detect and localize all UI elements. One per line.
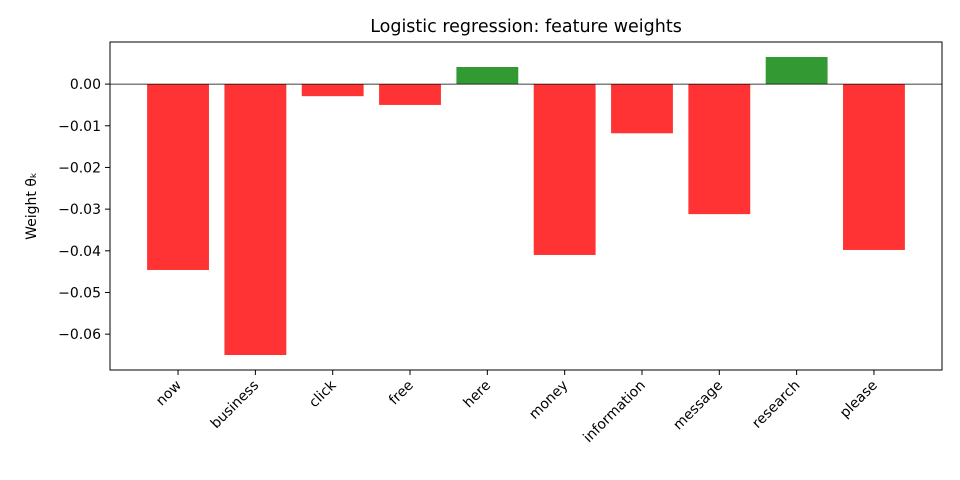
bar <box>301 84 364 97</box>
x-tick-label: now <box>153 378 185 410</box>
y-tick-label: −0.05 <box>58 285 101 301</box>
x-tick-label: information <box>580 378 648 446</box>
x-tick-label: click <box>306 377 340 411</box>
bar <box>456 67 519 85</box>
bar <box>379 84 441 105</box>
bar <box>147 84 209 270</box>
y-tick-label: −0.06 <box>58 327 101 343</box>
bar <box>843 84 905 250</box>
y-axis-label: Weight θₖ <box>24 172 40 240</box>
x-tick-label: message <box>670 378 726 434</box>
x-tick-label: here <box>461 378 495 412</box>
bar <box>224 84 287 355</box>
y-tick-label: −0.04 <box>58 244 101 260</box>
y-tick-label: −0.01 <box>58 119 101 135</box>
chart-title: Logistic regression: feature weights <box>370 17 682 37</box>
bar <box>765 57 828 85</box>
x-tick-label: research <box>749 378 803 432</box>
x-tick-label: money <box>526 378 571 423</box>
x-tick-label: business <box>208 378 262 432</box>
x-tick-label: free <box>386 378 417 409</box>
bar <box>688 84 751 215</box>
y-tick-label: −0.02 <box>58 160 101 176</box>
x-tick-label: please <box>837 378 881 422</box>
y-tick-label: 0.00 <box>70 77 101 93</box>
plot-frame <box>109 41 943 371</box>
bar <box>533 84 596 255</box>
bar <box>611 84 673 134</box>
y-tick-label: −0.03 <box>58 202 101 218</box>
